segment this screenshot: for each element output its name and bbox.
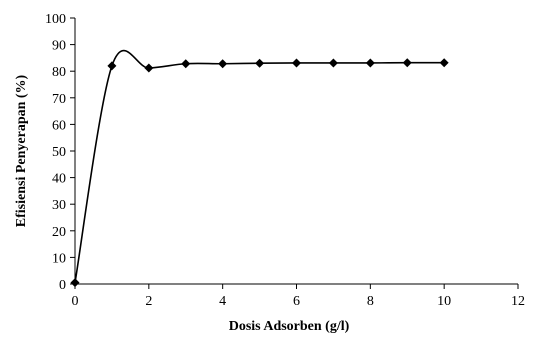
y-tick-label: 30	[52, 198, 66, 213]
x-tick-label: 8	[367, 294, 374, 309]
data-point-marker	[218, 59, 228, 69]
series-line	[74, 49, 445, 283]
y-tick-label: 20	[52, 225, 66, 240]
x-tick-label: 0	[72, 294, 79, 309]
data-point-marker	[328, 58, 338, 68]
y-tick-label: 40	[52, 172, 66, 187]
x-tick-label: 12	[511, 294, 525, 309]
data-point-marker	[439, 58, 449, 68]
y-tick-label: 100	[45, 12, 66, 27]
data-point-marker	[181, 59, 191, 69]
x-axis-title: Dosis Adsorben (g/l)	[229, 319, 350, 334]
data-point-marker	[107, 61, 117, 71]
data-point-marker	[255, 58, 265, 68]
y-tick-label: 50	[52, 145, 66, 160]
y-tick-label: 70	[52, 92, 66, 107]
plot-area: 0 10 20 30 40 50 60 70 80 90 100 0 2 4 6 8 10 12	[45, 12, 525, 309]
y-tick-label: 10	[52, 251, 66, 266]
y-tick-label: 80	[52, 65, 66, 80]
x-tick-label: 4	[219, 294, 226, 309]
data-point-marker	[365, 58, 375, 68]
y-tick-label: 90	[52, 39, 66, 54]
data-point-marker	[144, 63, 154, 73]
x-tick-label: 6	[293, 294, 300, 309]
data-point-marker	[292, 58, 301, 68]
x-tick-label: 2	[145, 294, 152, 309]
y-tick-label: 0	[59, 278, 66, 293]
data-point-marker	[70, 278, 80, 288]
x-tick-label: 10	[437, 294, 451, 309]
y-tick-label: 60	[52, 118, 66, 133]
y-axis-title: Efisiensi Penyerapan (%)	[14, 74, 29, 227]
data-point-marker	[402, 58, 412, 68]
